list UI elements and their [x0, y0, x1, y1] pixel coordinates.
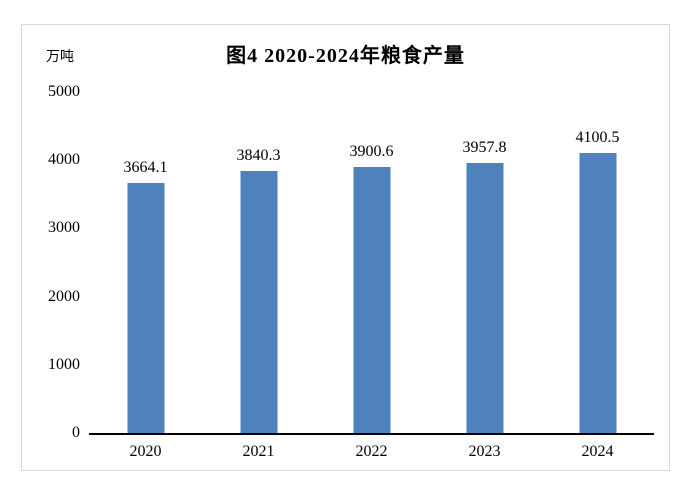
x-tick-label: 2020 — [129, 443, 162, 460]
bar-value-label: 3664.1 — [123, 159, 168, 177]
x-tick-label: 2024 — [581, 443, 614, 460]
bar — [579, 153, 616, 433]
bar-slot: 3957.8 — [428, 92, 541, 433]
bar-slot: 3664.1 — [89, 92, 202, 433]
y-tick-label: 0 — [72, 424, 80, 441]
y-tick-label: 5000 — [48, 83, 80, 100]
x-tick-label: 2022 — [355, 443, 388, 460]
plot-area: 3664.1 3840.3 3900.6 3957.8 4100.5 — [89, 92, 654, 435]
bar-value-label: 3840.3 — [236, 147, 281, 165]
bar — [240, 171, 277, 433]
bar-slot: 3840.3 — [202, 92, 315, 433]
bar-value-label: 4100.5 — [575, 129, 620, 147]
chart-container: 图4 2020-2024年粮食产量 万吨 5000 4000 3000 2000 100… — [21, 24, 670, 471]
bar-value-label: 3900.6 — [349, 142, 394, 160]
bar-slot: 3900.6 — [315, 92, 428, 433]
y-tick-label: 4000 — [48, 151, 80, 169]
y-tick-label: 2000 — [48, 287, 80, 305]
chart-title: 图4 2020-2024年粮食产量 — [226, 45, 465, 67]
x-axis-labels: 2020 2021 2022 2023 2024 — [89, 442, 654, 464]
bar — [466, 163, 503, 433]
y-axis-unit-label: 万吨 — [46, 50, 74, 65]
bar-value-label: 3957.8 — [462, 139, 507, 157]
bar-slot: 4100.5 — [541, 92, 654, 433]
x-tick-label: 2023 — [468, 443, 501, 460]
y-tick-label: 3000 — [48, 219, 80, 237]
bar — [127, 183, 164, 433]
y-axis-ticks: 5000 4000 3000 2000 1000 0 — [22, 25, 80, 470]
x-tick-label: 2021 — [242, 443, 275, 460]
bar — [353, 166, 390, 433]
y-tick-label: 1000 — [48, 355, 80, 373]
